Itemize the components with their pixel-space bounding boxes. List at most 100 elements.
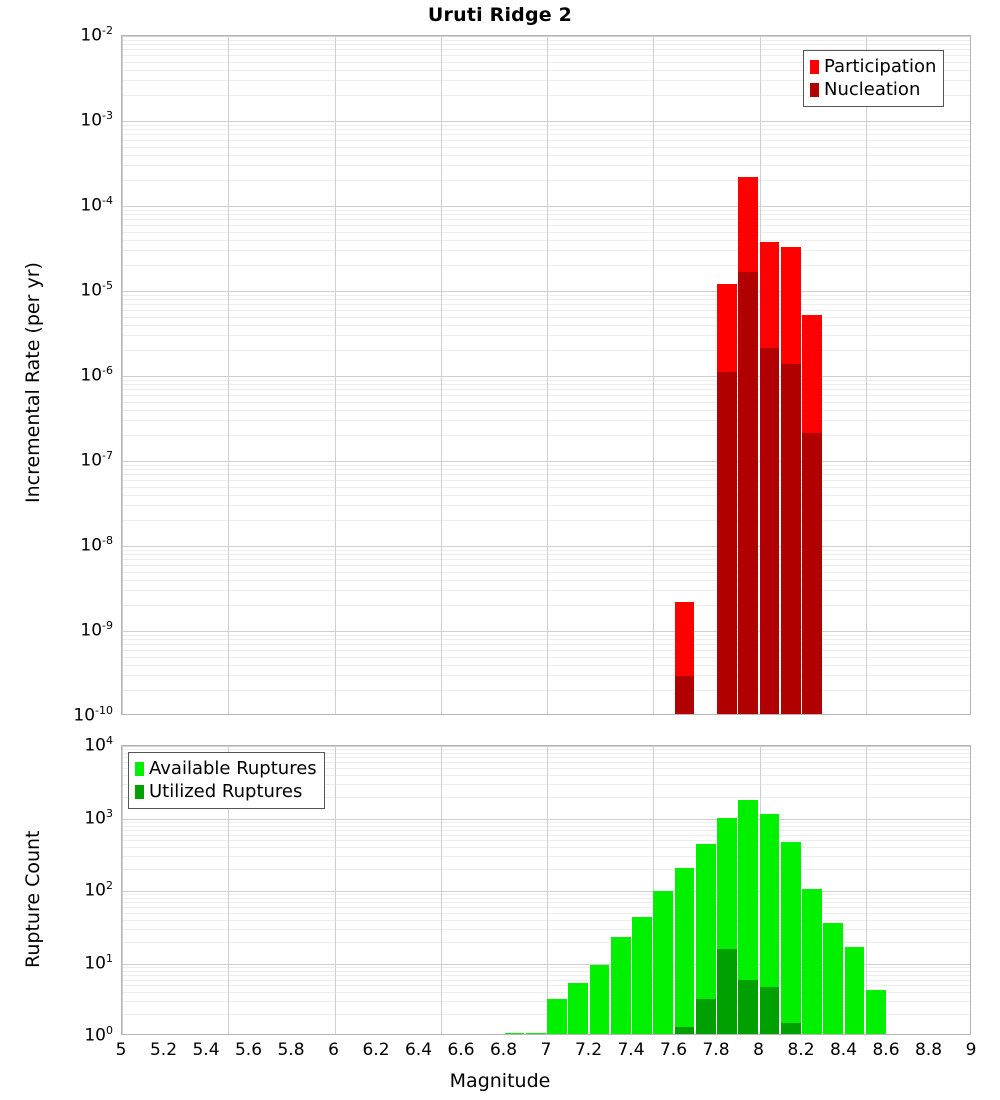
bottom-bars-layer xyxy=(122,746,970,1034)
bar-utilized xyxy=(717,948,737,1034)
gridline-minor-h xyxy=(122,826,970,827)
gridline-minor-h xyxy=(122,410,970,411)
gridline-minor-h xyxy=(122,49,970,50)
gridline-major-h xyxy=(122,964,970,965)
gridline-minor-h xyxy=(122,847,970,848)
gridline-minor-h xyxy=(122,295,970,296)
gridline-minor-h xyxy=(122,134,970,135)
gridline-minor-h xyxy=(122,980,970,981)
gridline-minor-h xyxy=(122,775,970,776)
gridline-minor-h xyxy=(122,784,970,785)
gridline-minor-h xyxy=(122,675,970,676)
incremental-rate-panel: Participation Nucleation xyxy=(121,35,971,715)
gridline-minor-h xyxy=(122,395,970,396)
gridline-minor-h xyxy=(122,749,970,750)
gridline-minor-h xyxy=(122,325,970,326)
gridline-minor-h xyxy=(122,967,970,968)
gridline-major-v xyxy=(228,746,229,1034)
bar-available xyxy=(504,1033,525,1034)
y-tick-label: 10-5 xyxy=(80,279,113,301)
gridline-minor-h xyxy=(122,1014,970,1015)
gridline-minor-h xyxy=(122,898,970,899)
x-tick-label: 6.6 xyxy=(447,1040,475,1060)
gridline-minor-h xyxy=(122,147,970,148)
gridline-minor-h xyxy=(122,605,970,606)
gridline-minor-h xyxy=(122,225,970,226)
y-tick-label: 104 xyxy=(84,734,113,756)
gridline-minor-h xyxy=(122,835,970,836)
x-tick-label: 5 xyxy=(115,1040,127,1060)
gridline-minor-h xyxy=(122,869,970,870)
gridline-minor-h xyxy=(122,992,970,993)
top-legend: Participation Nucleation xyxy=(803,50,945,107)
gridline-minor-h xyxy=(122,975,970,976)
x-tick-label: 7 xyxy=(540,1040,552,1060)
gridline-minor-h xyxy=(122,62,970,63)
gridline-minor-h xyxy=(122,495,970,496)
gridline-minor-h xyxy=(122,420,970,421)
bar-nucleation xyxy=(780,364,801,714)
x-tick-label: 5.8 xyxy=(277,1040,305,1060)
gridline-minor-h xyxy=(122,639,970,640)
gridline-minor-h xyxy=(122,757,970,758)
bar-nucleation xyxy=(738,271,758,714)
x-tick-label: 6.4 xyxy=(404,1040,433,1060)
bar-utilized xyxy=(674,1026,695,1034)
gridline-minor-h xyxy=(122,232,970,233)
y-tick-label: 10-7 xyxy=(80,449,113,471)
legend-item: Nucleation xyxy=(810,78,936,101)
rupture-count-panel: Available Ruptures Utilized Ruptures xyxy=(121,745,971,1035)
legend-swatch-icon xyxy=(135,761,144,776)
gridline-minor-h xyxy=(122,480,970,481)
gridline-minor-h xyxy=(122,155,970,156)
gridline-minor-h xyxy=(122,565,970,566)
gridline-minor-h xyxy=(122,335,970,336)
bar-nucleation xyxy=(674,676,695,714)
gridline-minor-h xyxy=(122,894,970,895)
gridline-major-h xyxy=(122,461,970,462)
gridline-minor-h xyxy=(122,435,970,436)
gridline-minor-h xyxy=(122,505,970,506)
gridline-minor-h xyxy=(122,265,970,266)
gridline-minor-h xyxy=(122,554,970,555)
gridline-minor-h xyxy=(122,971,970,972)
gridline-major-v xyxy=(335,746,336,1034)
gridline-minor-h xyxy=(122,902,970,903)
gridline-major-h xyxy=(122,546,970,547)
gridline-major-v xyxy=(547,746,548,1034)
legend-swatch-icon xyxy=(810,59,819,74)
bar-available xyxy=(674,867,695,1034)
legend-item-label: Available Ruptures xyxy=(149,757,317,779)
gridline-major-v xyxy=(866,36,867,714)
bar-available xyxy=(802,889,822,1034)
x-tick-label: 5.6 xyxy=(234,1040,263,1060)
gridline-minor-h xyxy=(122,389,970,390)
y-tick-label: 102 xyxy=(84,879,113,901)
gridline-major-v xyxy=(866,746,867,1034)
gridline-major-h xyxy=(122,746,970,747)
gridline-minor-h xyxy=(122,304,970,305)
gridline-minor-h xyxy=(122,380,970,381)
x-tick-label: 5.4 xyxy=(192,1040,220,1060)
bar-available xyxy=(525,1033,546,1034)
gridline-major-h xyxy=(122,376,970,377)
gridline-major-v xyxy=(653,746,654,1034)
gridline-major-h xyxy=(122,819,970,820)
bar-available xyxy=(738,799,758,1034)
bar-nucleation xyxy=(717,372,737,714)
bar-available xyxy=(589,964,610,1034)
x-tick-label: 7.4 xyxy=(617,1040,645,1060)
legend-swatch-icon xyxy=(810,82,819,97)
legend-item-label: Utilized Ruptures xyxy=(149,780,303,802)
gridline-minor-h xyxy=(122,929,970,930)
gridline-minor-h xyxy=(122,310,970,311)
y-tick-label: 10-4 xyxy=(80,194,113,216)
gridline-major-v xyxy=(441,746,442,1034)
gridline-minor-h xyxy=(122,1001,970,1002)
bar-available xyxy=(547,999,567,1034)
bar-available xyxy=(695,843,716,1034)
gridline-minor-h xyxy=(122,210,970,211)
gridline-minor-h xyxy=(122,240,970,241)
gridline-minor-h xyxy=(122,55,970,56)
